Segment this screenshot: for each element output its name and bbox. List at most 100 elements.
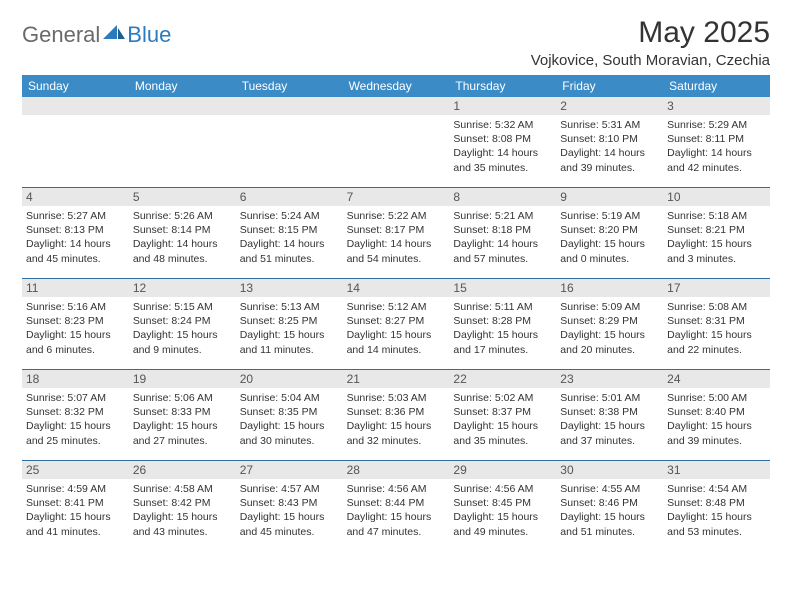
day-cell: 23Sunrise: 5:01 AMSunset: 8:38 PMDayligh… [556,370,663,460]
day-number: 6 [236,188,343,206]
sunrise-line: Sunrise: 5:21 AM [453,209,552,223]
day-info: Sunrise: 4:56 AMSunset: 8:44 PMDaylight:… [347,482,446,539]
daylight-line: Daylight: 15 hours and 17 minutes. [453,328,552,356]
day-number: 31 [663,461,770,479]
sunset-line: Sunset: 8:27 PM [347,314,446,328]
day-cell: 27 Sunrise: 4:57 AMSunset: 8:43 PMDayligh… [236,461,343,551]
daylight-line: Daylight: 15 hours and 41 minutes. [26,510,125,538]
daylight-line: Daylight: 14 hours and 45 minutes. [26,237,125,265]
day-number: 11 [22,279,129,297]
day-number [129,97,236,115]
daylight-line: Daylight: 15 hours and 22 minutes. [667,328,766,356]
sunrise-line: Sunrise: 5:29 AM [667,118,766,132]
day-cell: 13Sunrise: 5:13 AMSunset: 8:25 PMDayligh… [236,279,343,369]
sunset-line: Sunset: 8:46 PM [560,496,659,510]
location: Vojkovice, South Moravian, Czechia [531,52,770,69]
sunrise-line: Sunrise: 5:18 AM [667,209,766,223]
sunset-line: Sunset: 8:35 PM [240,405,339,419]
day-number: 4 [22,188,129,206]
day-info: Sunrise: 5:11 AMSunset: 8:28 PMDaylight:… [453,300,552,357]
daylight-line: Daylight: 15 hours and 49 minutes. [453,510,552,538]
daylight-line: Daylight: 14 hours and 39 minutes. [560,146,659,174]
daylight-line: Daylight: 15 hours and 20 minutes. [560,328,659,356]
day-cell [129,97,236,187]
day-cell: 22Sunrise: 5:02 AMSunset: 8:37 PMDayligh… [449,370,556,460]
sunrise-line: Sunrise: 5:15 AM [133,300,232,314]
week-row: 1Sunrise: 5:32 AMSunset: 8:08 PMDaylight… [22,97,770,187]
sunset-line: Sunset: 8:37 PM [453,405,552,419]
day-cell: 30 Sunrise: 4:55 AMSunset: 8:46 PMDayligh… [556,461,663,551]
sunrise-line: Sunrise: 5:31 AM [560,118,659,132]
daylight-line: Daylight: 14 hours and 48 minutes. [133,237,232,265]
day-cell [236,97,343,187]
day-info: Sunrise: 5:06 AMSunset: 8:33 PMDaylight:… [133,391,232,448]
weekday-header: Monday [129,75,236,97]
sunset-line: Sunset: 8:21 PM [667,223,766,237]
sunrise-line: Sunrise: 5:24 AM [240,209,339,223]
weeks-container: 1Sunrise: 5:32 AMSunset: 8:08 PMDaylight… [22,97,770,551]
day-cell: 2Sunrise: 5:31 AMSunset: 8:10 PMDaylight… [556,97,663,187]
day-info: Sunrise: 4:57 AMSunset: 8:43 PMDaylight:… [240,482,339,539]
sunset-line: Sunset: 8:32 PM [26,405,125,419]
day-info: Sunrise: 5:08 AMSunset: 8:31 PMDaylight:… [667,300,766,357]
sunset-line: Sunset: 8:08 PM [453,132,552,146]
day-number: 29 [449,461,556,479]
day-number: 7 [343,188,450,206]
sunrise-line: Sunrise: 5:00 AM [667,391,766,405]
sunset-line: Sunset: 8:10 PM [560,132,659,146]
daylight-line: Daylight: 15 hours and 27 minutes. [133,419,232,447]
sunset-line: Sunset: 8:43 PM [240,496,339,510]
daylight-line: Daylight: 14 hours and 57 minutes. [453,237,552,265]
day-info: Sunrise: 5:13 AMSunset: 8:25 PMDaylight:… [240,300,339,357]
sunset-line: Sunset: 8:15 PM [240,223,339,237]
sunrise-line: Sunrise: 4:59 AM [26,482,125,496]
weekday-header: Saturday [663,75,770,97]
sunset-line: Sunset: 8:28 PM [453,314,552,328]
day-number [22,97,129,115]
day-info: Sunrise: 5:09 AMSunset: 8:29 PMDaylight:… [560,300,659,357]
sunset-line: Sunset: 8:25 PM [240,314,339,328]
sunrise-line: Sunrise: 5:16 AM [26,300,125,314]
sunrise-line: Sunrise: 5:07 AM [26,391,125,405]
sunrise-line: Sunrise: 5:04 AM [240,391,339,405]
day-cell: 31 Sunrise: 4:54 AMSunset: 8:48 PMDayligh… [663,461,770,551]
sunset-line: Sunset: 8:48 PM [667,496,766,510]
day-info: Sunrise: 4:54 AMSunset: 8:48 PMDaylight:… [667,482,766,539]
day-cell: 5Sunrise: 5:26 AMSunset: 8:14 PMDaylight… [129,188,236,278]
day-number: 19 [129,370,236,388]
day-number: 21 [343,370,450,388]
day-info: Sunrise: 5:02 AMSunset: 8:37 PMDaylight:… [453,391,552,448]
day-cell: 1Sunrise: 5:32 AMSunset: 8:08 PMDaylight… [449,97,556,187]
sunset-line: Sunset: 8:18 PM [453,223,552,237]
day-number: 16 [556,279,663,297]
sunrise-line: Sunrise: 5:02 AM [453,391,552,405]
sunset-line: Sunset: 8:20 PM [560,223,659,237]
day-info: Sunrise: 5:21 AMSunset: 8:18 PMDaylight:… [453,209,552,266]
week-row: 11Sunrise: 5:16 AMSunset: 8:23 PMDayligh… [22,278,770,369]
day-info: Sunrise: 5:04 AMSunset: 8:35 PMDaylight:… [240,391,339,448]
sunrise-line: Sunrise: 4:55 AM [560,482,659,496]
day-cell: 10Sunrise: 5:18 AMSunset: 8:21 PMDayligh… [663,188,770,278]
day-number [343,97,450,115]
day-number: 27 [236,461,343,479]
daylight-line: Daylight: 15 hours and 9 minutes. [133,328,232,356]
day-number: 26 [129,461,236,479]
day-info: Sunrise: 5:31 AMSunset: 8:10 PMDaylight:… [560,118,659,175]
day-info: Sunrise: 5:26 AMSunset: 8:14 PMDaylight:… [133,209,232,266]
month-title: May 2025 [531,16,770,50]
sunrise-line: Sunrise: 5:27 AM [26,209,125,223]
sunset-line: Sunset: 8:38 PM [560,405,659,419]
sunrise-line: Sunrise: 4:56 AM [347,482,446,496]
day-number: 30 [556,461,663,479]
daylight-line: Daylight: 15 hours and 45 minutes. [240,510,339,538]
day-cell: 11Sunrise: 5:16 AMSunset: 8:23 PMDayligh… [22,279,129,369]
sunrise-line: Sunrise: 4:58 AM [133,482,232,496]
day-info: Sunrise: 4:55 AMSunset: 8:46 PMDaylight:… [560,482,659,539]
day-info: Sunrise: 5:07 AMSunset: 8:32 PMDaylight:… [26,391,125,448]
sunrise-line: Sunrise: 5:11 AM [453,300,552,314]
sunrise-line: Sunrise: 5:12 AM [347,300,446,314]
sunset-line: Sunset: 8:31 PM [667,314,766,328]
day-info: Sunrise: 5:19 AMSunset: 8:20 PMDaylight:… [560,209,659,266]
title-block: May 2025 Vojkovice, South Moravian, Czec… [531,16,770,69]
day-cell: 15Sunrise: 5:11 AMSunset: 8:28 PMDayligh… [449,279,556,369]
